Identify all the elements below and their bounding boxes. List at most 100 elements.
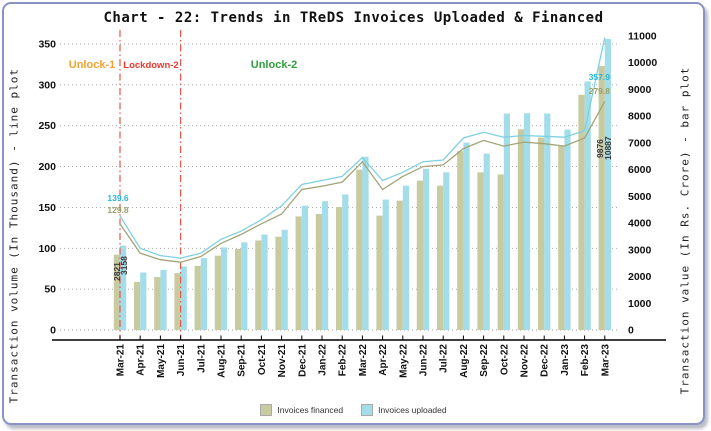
financed-swatch-icon <box>260 404 273 417</box>
bar-financed-Mar-23 <box>598 66 605 331</box>
x-tick-label: Oct-22 <box>499 344 510 376</box>
annotation-unlock-2: Unlock-2 <box>251 59 297 71</box>
bar-financed-Mar-21 <box>113 254 120 330</box>
value-label: 10887 <box>603 136 613 160</box>
chart-area: Transaction volume (In Thousand) - line … <box>4 28 703 403</box>
bar-uploaded-Oct-21 <box>261 234 268 330</box>
bar-uploaded-May-22 <box>402 185 409 330</box>
right-tick-label: 4000 <box>628 218 652 230</box>
left-tick-label: 0 <box>50 325 56 337</box>
chart-card: Chart - 22: Trends in TReDS Invoices Upl… <box>2 2 705 425</box>
annotation-lockdown-2: Lockdown-2 <box>123 60 178 71</box>
bar-financed-Jun-22 <box>416 180 423 330</box>
right-tick-label: 6000 <box>628 164 652 176</box>
x-tick-label: Dec-22 <box>540 344 551 377</box>
bar-uploaded-Jul-22 <box>443 172 450 330</box>
bar-financed-May-21 <box>154 277 161 330</box>
value-label: 2821 <box>112 262 122 281</box>
right-tick-label: 11000 <box>628 31 657 43</box>
x-tick-label: May-22 <box>398 344 409 378</box>
bar-uploaded-Mar-21 <box>120 245 127 330</box>
x-tick-label: Jan-23 <box>560 344 571 376</box>
x-tick-label: Aug-22 <box>459 344 470 378</box>
left-tick-label: 150 <box>38 202 56 214</box>
bar-financed-May-22 <box>396 200 403 330</box>
bar-financed-Jan-22 <box>315 214 322 330</box>
x-tick-label: Feb-22 <box>338 344 349 377</box>
value-label: 279.8 <box>589 86 611 96</box>
bar-financed-Aug-21 <box>214 255 221 330</box>
right-tick-label: 8000 <box>628 111 652 123</box>
bar-financed-Nov-21 <box>275 236 282 330</box>
legend-label-uploaded: Invoices uploaded <box>378 405 447 416</box>
value-label: 357.9 <box>589 72 611 82</box>
x-tick-label: Aug-21 <box>217 344 228 378</box>
left-tick-label: 100 <box>38 243 56 255</box>
bar-uploaded-Nov-22 <box>524 113 531 330</box>
x-tick-label: Apr-22 <box>378 344 389 376</box>
legend-item-financed: Invoices financed <box>260 404 344 417</box>
bar-financed-Mar-22 <box>356 169 363 330</box>
left-tick-label: 200 <box>38 161 56 173</box>
x-tick-label: Apr-21 <box>136 344 147 376</box>
bar-financed-Sep-21 <box>235 249 242 330</box>
x-tick-label: Jun-22 <box>419 344 430 377</box>
bar-uploaded-Apr-22 <box>382 199 389 330</box>
bar-uploaded-Nov-21 <box>281 229 288 330</box>
line-uploaded <box>119 37 606 259</box>
bar-uploaded-Oct-22 <box>503 113 510 330</box>
chart-canvas: 0 50 100 150 200 250 300 350 0 1000 2000 3000 4000 50… <box>38 30 666 378</box>
bar-financed-Jan-23 <box>558 145 565 330</box>
bar-financed-Jun-21 <box>174 273 181 330</box>
x-tick-label: Sep-21 <box>237 344 248 377</box>
bar-financed-Jul-22 <box>437 185 444 330</box>
bar-financed-Oct-22 <box>497 174 504 330</box>
bar-uploaded-Jan-22 <box>322 201 329 330</box>
bar-uploaded-Jan-23 <box>564 129 571 330</box>
value-label: 129.8 <box>107 205 129 215</box>
left-tick-label: 250 <box>38 120 56 132</box>
legend-label-financed: Invoices financed <box>277 405 344 416</box>
right-tick-label: 2000 <box>628 271 652 283</box>
legend-item-uploaded: Invoices uploaded <box>361 404 447 417</box>
x-tick-label: Mar-22 <box>358 344 369 377</box>
bar-uploaded-Apr-21 <box>140 272 147 330</box>
bar-financed-Dec-21 <box>295 216 302 330</box>
x-tick-label: Feb-23 <box>580 344 591 377</box>
line-financed <box>119 101 606 263</box>
x-tick-label: Sep-22 <box>479 344 490 377</box>
bar-uploaded-May-21 <box>160 269 167 330</box>
bar-financed-Apr-21 <box>134 281 141 330</box>
right-tick-label: 1000 <box>628 298 652 310</box>
x-tick-label: Nov-22 <box>520 344 531 378</box>
chart-legend: Invoices financed Invoices uploaded <box>4 404 703 417</box>
bar-financed-Aug-22 <box>457 151 464 330</box>
x-tick-label: Jun-21 <box>176 344 187 377</box>
right-axis-title: Transaction value (In Rs. Crore) - bar p… <box>678 66 692 395</box>
bar-financed-Oct-21 <box>255 240 262 330</box>
x-tick-label: May-21 <box>156 344 167 378</box>
x-tick-label: Oct-21 <box>257 344 268 376</box>
bar-uploaded-Dec-21 <box>301 205 308 330</box>
value-label: 3158 <box>119 256 129 275</box>
right-tick-label: 0 <box>628 325 634 337</box>
bar-uploaded-Sep-22 <box>483 153 490 330</box>
left-tick-label: 50 <box>44 284 56 296</box>
annotation-unlock-1: Unlock-1 <box>69 59 115 71</box>
right-tick-label: 10000 <box>628 57 657 69</box>
bar-financed-Jul-21 <box>194 265 201 330</box>
right-tick-label: 3000 <box>628 244 652 256</box>
bar-financed-Sep-22 <box>477 172 484 330</box>
value-label: 139.6 <box>107 193 129 203</box>
bar-uploaded-Aug-21 <box>221 247 228 330</box>
x-tick-label: Nov-21 <box>277 344 288 378</box>
right-tick-label: 9000 <box>628 84 652 96</box>
bar-uploaded-Dec-22 <box>544 113 551 330</box>
uploaded-swatch-icon <box>361 404 374 417</box>
x-tick-label: Dec-21 <box>297 344 308 377</box>
bar-uploaded-Aug-22 <box>463 142 470 330</box>
bar-uploaded-Jun-21 <box>180 266 187 330</box>
x-tick-label: Mar-23 <box>600 344 611 377</box>
bar-uploaded-Sep-21 <box>241 242 248 330</box>
x-tick-label: Jan-22 <box>318 344 329 376</box>
